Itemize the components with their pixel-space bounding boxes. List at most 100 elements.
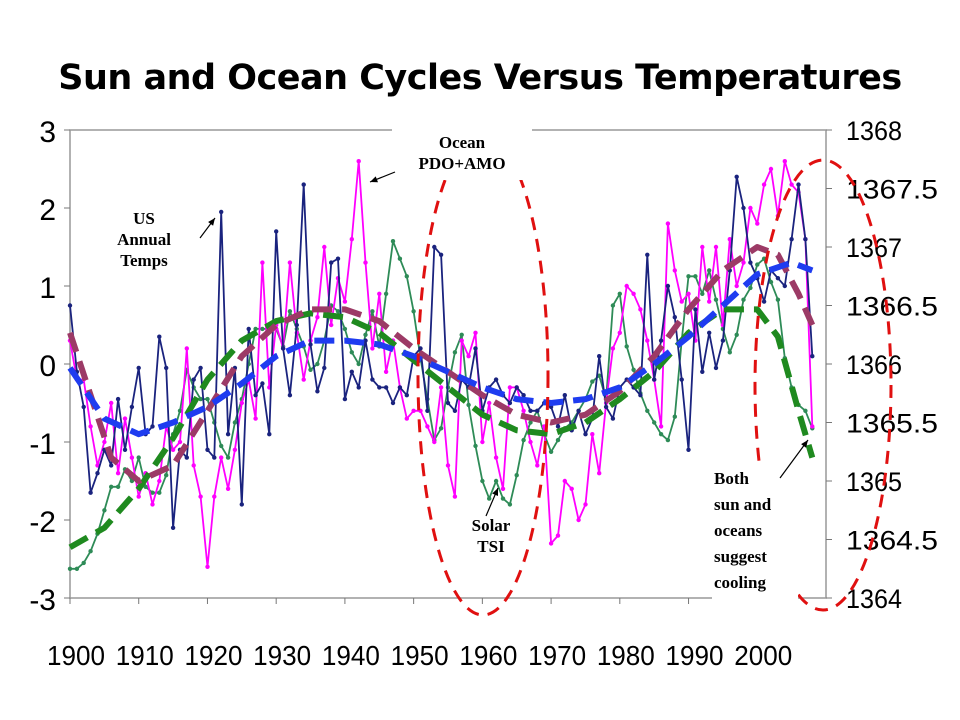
data-point-solar xyxy=(610,303,616,308)
data-point-us_temps xyxy=(473,346,478,351)
data-point-us_temps xyxy=(198,365,203,371)
data-point-us_temps xyxy=(246,326,251,332)
data-point-ocean xyxy=(225,486,231,491)
data-point-solar xyxy=(480,478,485,484)
data-point-solar xyxy=(205,396,210,402)
data-point-ocean xyxy=(349,237,354,242)
data-point-solar xyxy=(232,420,238,425)
data-point-us_temps xyxy=(658,338,664,343)
data-point-us_temps xyxy=(562,393,567,398)
data-point-ocean xyxy=(356,159,361,164)
data-point-us_temps xyxy=(88,490,93,495)
data-point-ocean xyxy=(253,416,258,421)
data-point-ocean xyxy=(301,377,306,382)
data-point-solar xyxy=(143,484,148,489)
data-point-ocean xyxy=(658,424,664,429)
data-point-us_temps xyxy=(603,404,609,410)
data-point-solar xyxy=(67,566,73,571)
data-point-ocean xyxy=(741,260,746,265)
data-point-us_temps xyxy=(638,393,643,398)
data-point-ocean xyxy=(487,400,492,406)
data-point-solar xyxy=(775,297,781,302)
data-point-ocean xyxy=(438,385,444,390)
data-point-ocean xyxy=(782,159,787,164)
data-point-us_temps xyxy=(796,182,801,187)
data-point-solar xyxy=(500,496,506,501)
data-point-solar xyxy=(597,373,602,378)
data-point-ocean xyxy=(432,439,437,445)
data-point-ocean xyxy=(452,494,458,499)
data-point-solar xyxy=(555,437,561,443)
arrow-ocean xyxy=(369,171,396,183)
annotation-text: US xyxy=(133,209,155,228)
data-point-us_temps xyxy=(81,404,86,410)
data-point-solar xyxy=(164,473,169,478)
data-point-ocean xyxy=(768,166,774,172)
data-point-ocean xyxy=(129,455,135,460)
data-point-solar xyxy=(693,274,698,279)
data-point-us_temps xyxy=(109,463,114,468)
data-point-solar xyxy=(466,402,471,408)
data-point-solar xyxy=(803,408,808,413)
data-point-us_temps xyxy=(652,377,657,382)
data-point-ocean xyxy=(473,330,478,335)
y2-tick-label: 1365 xyxy=(846,467,902,497)
data-point-ocean xyxy=(624,283,629,289)
plot-area xyxy=(69,129,827,599)
data-point-ocean xyxy=(219,455,224,460)
data-point-us_temps xyxy=(679,377,684,382)
y-tick-label: 3 xyxy=(39,116,56,149)
data-point-ocean xyxy=(157,478,162,484)
data-point-us_temps xyxy=(720,338,726,343)
data-point-ocean xyxy=(493,455,499,460)
data-point-solar xyxy=(225,455,231,460)
data-point-solar xyxy=(624,344,629,349)
ellipse-recent xyxy=(753,158,893,612)
annotation-text: Ocean xyxy=(439,133,486,152)
annotation-both: Both sun and oceans suggest cooling xyxy=(712,462,798,608)
data-point-solar xyxy=(370,309,375,314)
data-point-ocean xyxy=(500,486,506,491)
data-point-ocean xyxy=(342,299,348,304)
data-point-us_temps xyxy=(493,377,499,382)
data-point-ocean xyxy=(576,517,581,523)
arrow-solar xyxy=(485,487,499,517)
data-point-us_temps xyxy=(734,174,739,179)
data-point-solar xyxy=(136,455,141,460)
data-point-solar xyxy=(665,437,671,443)
data-point-ocean xyxy=(569,486,574,491)
data-point-solar xyxy=(713,297,719,302)
data-point-ocean xyxy=(548,541,554,546)
data-point-ocean xyxy=(232,447,238,452)
data-point-us_temps xyxy=(425,408,430,413)
data-point-ocean xyxy=(507,385,513,390)
data-point-us_temps xyxy=(315,389,320,394)
data-point-solar xyxy=(734,332,739,337)
data-point-ocean xyxy=(329,322,334,328)
data-point-ocean xyxy=(617,330,622,335)
data-point-solar xyxy=(507,502,513,507)
data-point-solar xyxy=(342,326,348,332)
y2-tick-label: 1364 xyxy=(846,584,902,614)
y2-tick-label: 1368 xyxy=(846,116,902,146)
data-point-us_temps xyxy=(775,276,781,281)
data-point-ocean xyxy=(638,307,643,312)
data-point-ocean xyxy=(597,471,602,476)
data-point-solar xyxy=(652,420,657,425)
data-point-solar xyxy=(308,367,313,372)
data-point-us_temps xyxy=(521,393,526,398)
y-tick-label: 1 xyxy=(39,272,56,305)
annotation-text: cooling xyxy=(714,573,766,592)
y2-tick-label: 1364.5 xyxy=(846,526,938,556)
data-point-us_temps xyxy=(748,260,753,265)
data-point-us_temps xyxy=(390,400,396,406)
annotation-text: suggest xyxy=(714,547,767,566)
data-point-us_temps xyxy=(225,432,231,437)
data-point-solar xyxy=(109,484,114,489)
data-point-solar xyxy=(741,297,746,302)
data-point-solar xyxy=(74,566,80,571)
data-point-ocean xyxy=(102,439,107,445)
data-point-us_temps xyxy=(418,346,423,351)
data-point-solar xyxy=(768,279,774,285)
